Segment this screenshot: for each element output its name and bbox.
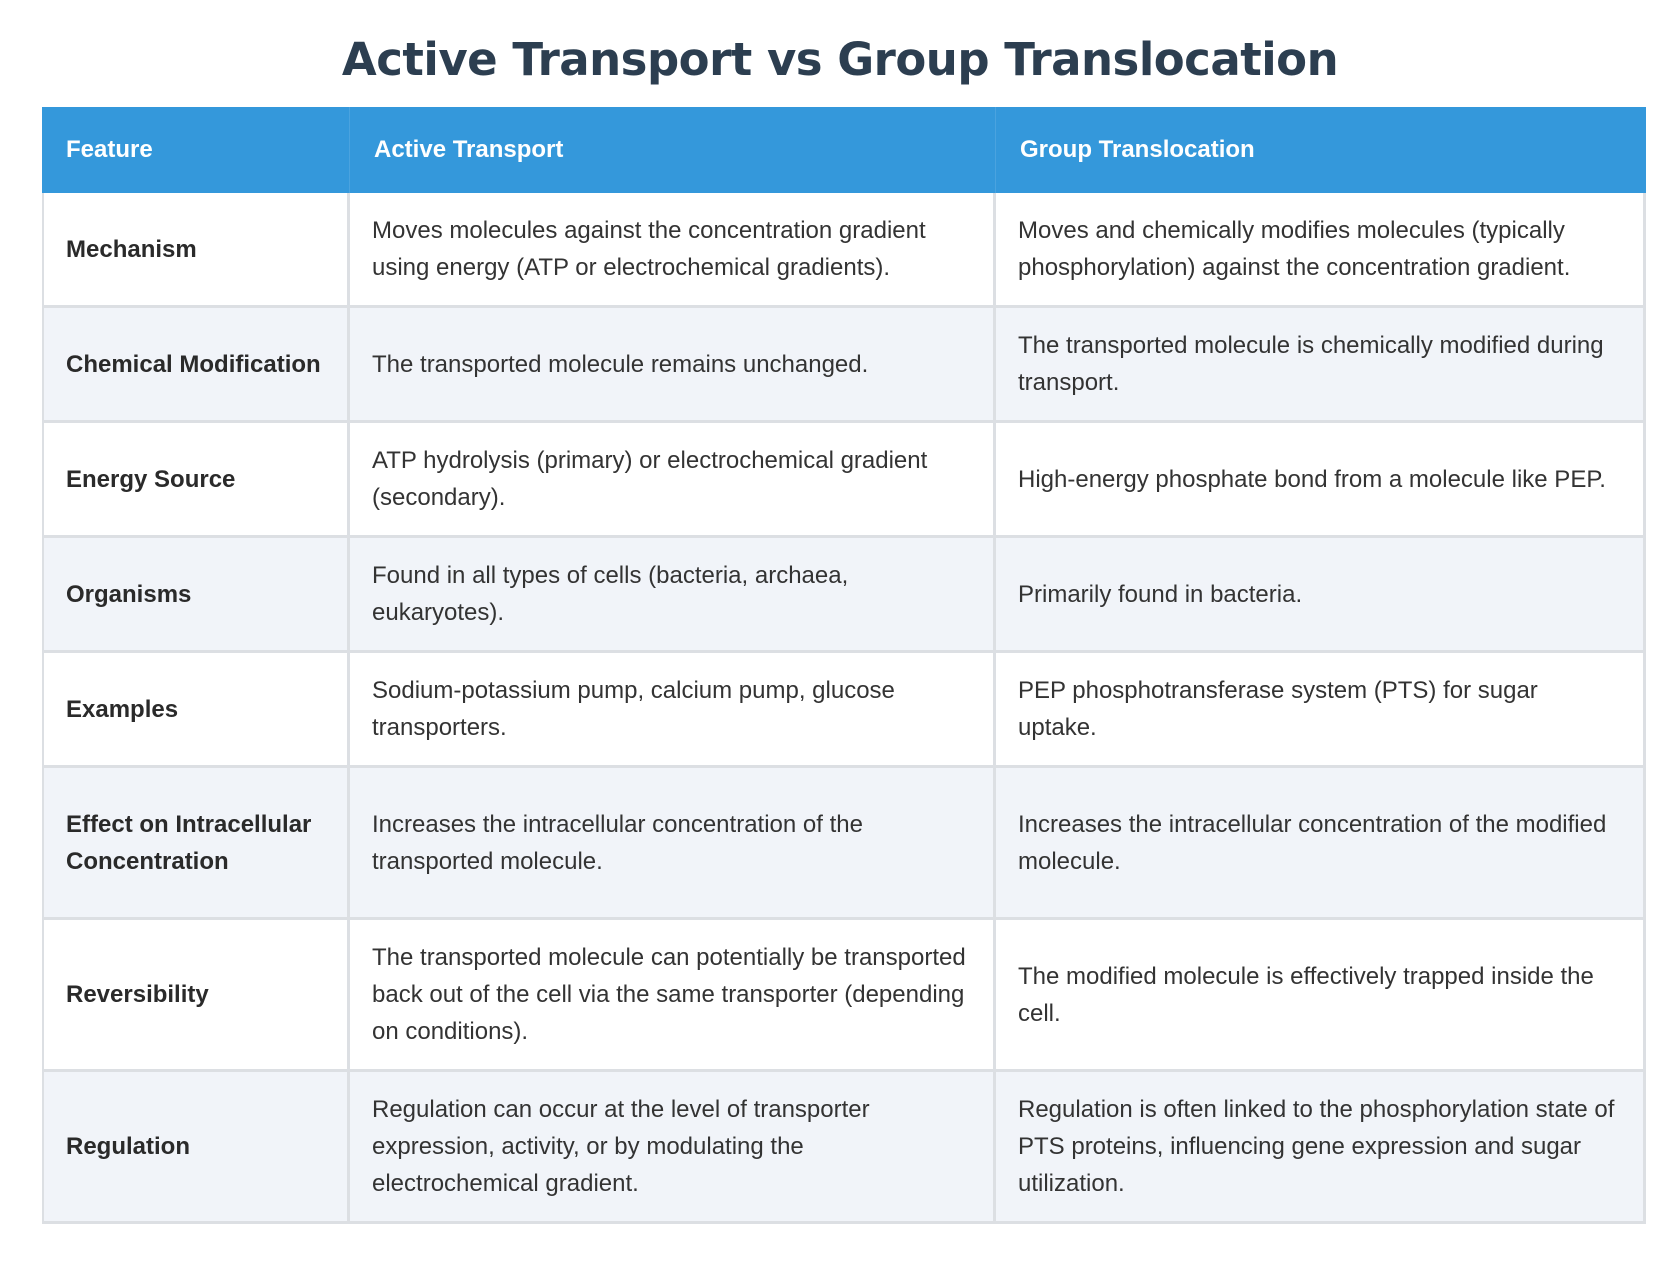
column-header-feature: Feature (42, 107, 350, 193)
active-transport-cell: Sodium-potassium pump, calcium pump, glu… (350, 653, 996, 768)
column-header-group-translocation: Group Translocation (996, 107, 1646, 193)
group-translocation-cell: High-energy phosphate bond from a molecu… (996, 423, 1646, 538)
feature-cell: Energy Source (42, 423, 350, 538)
column-header-active-transport: Active Transport (350, 107, 996, 193)
table-row: Organisms Found in all types of cells (b… (42, 538, 1646, 653)
active-transport-cell: Increases the intracellular concentratio… (350, 768, 996, 920)
table-header: Feature Active Transport Group Transloca… (42, 107, 1646, 193)
active-transport-cell: The transported molecule can potentially… (350, 920, 996, 1072)
group-translocation-cell: Primarily found in bacteria. (996, 538, 1646, 653)
comparison-table: Feature Active Transport Group Transloca… (42, 107, 1646, 1224)
table-row: Effect on Intracellular Concentration In… (42, 768, 1646, 920)
comparison-table-container: Feature Active Transport Group Transloca… (42, 107, 1646, 1224)
table-row: Energy Source ATP hydrolysis (primary) o… (42, 423, 1646, 538)
feature-cell: Chemical Modification (42, 308, 350, 423)
group-translocation-cell: The transported molecule is chemically m… (996, 308, 1646, 423)
page-title: Active Transport vs Group Translocation (341, 33, 1339, 86)
feature-cell: Mechanism (42, 193, 350, 308)
active-transport-cell: Regulation can occur at the level of tra… (350, 1072, 996, 1224)
active-transport-cell: Found in all types of cells (bacteria, a… (350, 538, 996, 653)
group-translocation-cell: Increases the intracellular concentratio… (996, 768, 1646, 920)
active-transport-cell: Moves molecules against the concentratio… (350, 193, 996, 308)
group-translocation-cell: Regulation is often linked to the phosph… (996, 1072, 1646, 1224)
feature-cell: Effect on Intracellular Concentration (42, 768, 350, 920)
table-row: Mechanism Moves molecules against the co… (42, 193, 1646, 308)
table-row: Regulation Regulation can occur at the l… (42, 1072, 1646, 1224)
active-transport-cell: The transported molecule remains unchang… (350, 308, 996, 423)
group-translocation-cell: Moves and chemically modifies molecules … (996, 193, 1646, 308)
header-row: Feature Active Transport Group Transloca… (42, 107, 1646, 193)
feature-cell: Organisms (42, 538, 350, 653)
active-transport-cell: ATP hydrolysis (primary) or electrochemi… (350, 423, 996, 538)
group-translocation-cell: PEP phosphotransferase system (PTS) for … (996, 653, 1646, 768)
table-body: Mechanism Moves molecules against the co… (42, 193, 1646, 1224)
group-translocation-cell: The modified molecule is effectively tra… (996, 920, 1646, 1072)
feature-cell: Reversibility (42, 920, 350, 1072)
table-row: Examples Sodium-potassium pump, calcium … (42, 653, 1646, 768)
feature-cell: Regulation (42, 1072, 350, 1224)
table-row: Reversibility The transported molecule c… (42, 920, 1646, 1072)
feature-cell: Examples (42, 653, 350, 768)
table-row: Chemical Modification The transported mo… (42, 308, 1646, 423)
